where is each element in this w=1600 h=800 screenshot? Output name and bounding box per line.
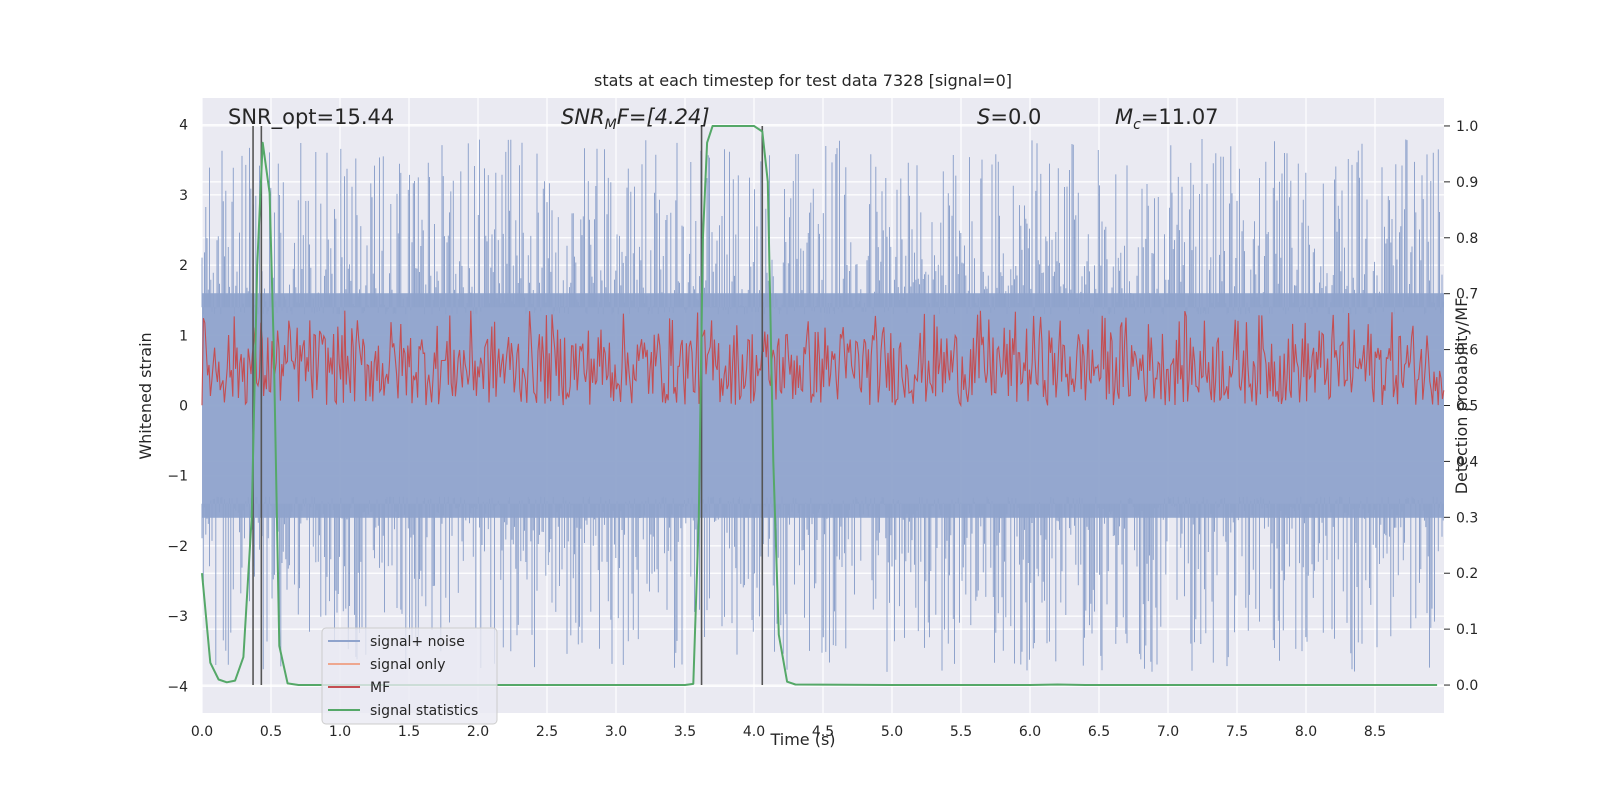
right-y-tick-label: 0.7 [1456, 287, 1478, 303]
legend-label-signal-statistics: signal statistics [370, 703, 478, 719]
s-suffix: =0.0 [990, 105, 1041, 129]
legend-label-signal-noise: signal+ noise [370, 634, 465, 650]
legend-label-signal-only: signal only [370, 657, 445, 673]
vertical-markers [252, 125, 764, 686]
x-tick-label: 6.0 [1019, 724, 1041, 740]
right-y-tick-label: 0.9 [1456, 175, 1478, 191]
legend-frame [321, 627, 498, 725]
mf-line [201, 310, 1445, 408]
right-y-tick-label: 0.6 [1456, 343, 1478, 359]
x-tick-label: 3.5 [674, 724, 696, 740]
x-tick-label: 3.0 [605, 724, 627, 740]
snr-mf-suffix: F=[4.24] [617, 105, 710, 129]
left-y-tick-label: −2 [167, 539, 188, 555]
annotation-snr-mf: SNRMF=[4.24] [561, 105, 710, 133]
annotation-snr-opt: SNR_opt=15.44 [228, 105, 394, 130]
left-y-tick-label: 3 [179, 188, 188, 204]
right-y-tick-label: 0.5 [1456, 399, 1478, 415]
right-y-axis-label: Detection probability/MF [1452, 298, 1471, 495]
annotation-s: S=0.0 [977, 105, 1041, 129]
legend-label-mf: MF [370, 680, 390, 696]
noise-lower-spikes [201, 496, 1444, 672]
left-y-tick-label: 0 [179, 399, 188, 415]
signal-statistics-series [201, 125, 1438, 686]
x-tick-label: 0.5 [260, 724, 282, 740]
legend: signal+ noise signal only MF signal stat… [321, 627, 498, 725]
x-tick-label: 0.0 [191, 724, 213, 740]
mf-series [201, 310, 1445, 408]
x-tick-label: 1.5 [398, 724, 420, 740]
left-y-tick-label: 1 [179, 328, 188, 344]
left-y-axis-label: Whitened strain [136, 332, 155, 459]
x-tick-label: 4.0 [743, 724, 765, 740]
x-tick-label: 1.0 [329, 724, 351, 740]
x-tick-label: 8.5 [1364, 724, 1386, 740]
right-y-axis-ticks: 0.0 0.1 0.2 0.3 0.4 0.5 0.6 0.7 0.8 0.9 1.0 [1444, 119, 1478, 694]
x-tick-label: 2.0 [467, 724, 489, 740]
mc-suffix: =11.07 [1141, 105, 1219, 129]
right-y-tick-label: 0.3 [1456, 510, 1478, 526]
x-tick-label: 5.5 [950, 724, 972, 740]
right-y-tick-label: 0.0 [1456, 678, 1478, 694]
right-y-tick-label: 0.1 [1456, 622, 1478, 638]
left-y-tick-label: 2 [179, 258, 188, 274]
left-y-tick-label: 4 [179, 118, 188, 134]
mc-prefix: M [1115, 105, 1133, 129]
left-y-tick-label: −1 [167, 469, 188, 485]
signal-statistics-line [201, 125, 1438, 686]
x-tick-label: 5.0 [881, 724, 903, 740]
right-y-tick-label: 0.8 [1456, 231, 1478, 247]
x-tick-label: 8.0 [1295, 724, 1317, 740]
snr-mf-prefix: SNR [561, 105, 605, 129]
x-tick-label: 2.5 [536, 724, 558, 740]
right-y-tick-label: 0.2 [1456, 566, 1478, 582]
left-y-tick-label: −3 [167, 609, 188, 625]
x-tick-label: 7.5 [1226, 724, 1248, 740]
signal-noise-series [201, 139, 1444, 672]
x-axis-label: Time (s) [769, 730, 835, 749]
x-axis-ticks: 0.0 0.5 1.0 1.5 2.0 2.5 3.0 3.5 4.0 4.5 5.0 5.5 6.0 6… [191, 724, 1386, 740]
s-prefix: S [977, 105, 990, 129]
right-y-tick-label: 1.0 [1456, 119, 1478, 135]
noise-band [202, 293, 1444, 518]
snr-mf-subscript: M [605, 117, 617, 133]
annotation-mc: Mc=11.07 [1115, 105, 1219, 133]
noise-upper-spikes [201, 139, 1444, 315]
left-y-tick-label: −4 [167, 679, 188, 695]
left-y-axis-ticks: −4 −3 −2 −1 0 1 2 3 4 [167, 118, 188, 696]
right-y-tick-label: 0.4 [1456, 454, 1478, 470]
x-tick-label: 6.5 [1088, 724, 1110, 740]
mc-subscript: c [1133, 117, 1141, 133]
x-tick-label: 7.0 [1157, 724, 1179, 740]
x-tick-label: 4.5 [812, 724, 834, 740]
chart-title: stats at each timestep for test data 732… [594, 71, 1012, 90]
